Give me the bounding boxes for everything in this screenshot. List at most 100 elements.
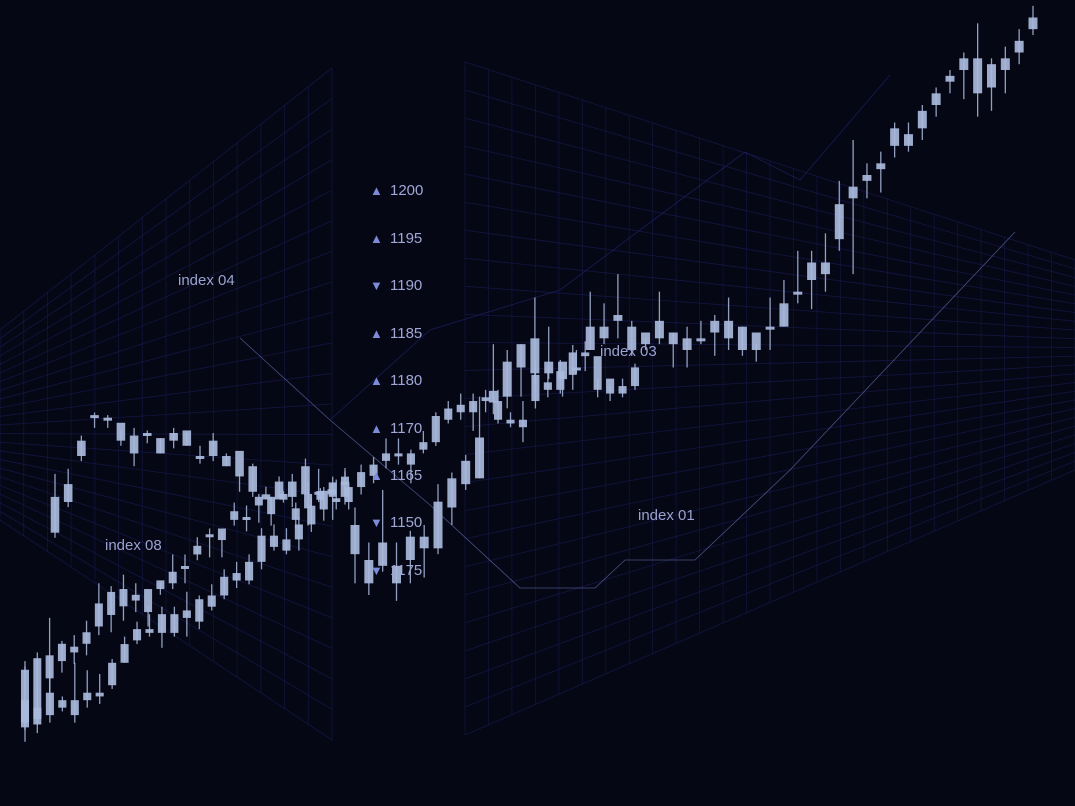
grid-line [0, 128, 333, 348]
candle-body [103, 417, 113, 421]
grid-line [464, 399, 1075, 512]
candle-body [57, 643, 66, 662]
grid-line [0, 511, 333, 710]
ticker-value: 1180 [390, 372, 423, 389]
grid-line [464, 460, 1075, 708]
candle-body [282, 539, 291, 551]
candle-body [469, 401, 478, 413]
candle-body [274, 481, 284, 500]
candle-body [132, 629, 142, 641]
series-label-index-01: index 01 [638, 507, 695, 524]
candle-body [585, 326, 595, 350]
candle-body [63, 484, 73, 502]
grid-line [464, 443, 1075, 652]
candle-body [195, 456, 205, 459]
grid-line [0, 281, 333, 391]
candle-body [314, 491, 323, 495]
ticker-row: ▲ 1185 [370, 324, 422, 344]
candle-body [232, 573, 241, 581]
candle-body [618, 386, 627, 394]
candle-body [518, 419, 528, 428]
candle-body [820, 262, 830, 275]
grid-line [0, 373, 333, 417]
grid-line [464, 417, 1075, 568]
ticker-value: 1185 [390, 325, 423, 342]
candle-body [1028, 17, 1038, 30]
candle-body [456, 404, 465, 413]
candle-body [144, 589, 153, 613]
candle-body [630, 367, 640, 387]
candle-body [392, 565, 402, 584]
candle-body [205, 534, 214, 538]
candle-body [581, 352, 590, 357]
candle-body [182, 430, 192, 446]
candle-body [70, 646, 79, 653]
candle-body [129, 435, 139, 454]
candle-body [307, 505, 316, 525]
candle-body [502, 361, 512, 397]
candle-body [862, 175, 872, 181]
grid-line [0, 98, 333, 339]
series-label-index-03: index 03 [600, 343, 657, 360]
candle-body [613, 315, 623, 321]
candle-body [973, 58, 983, 94]
grid-line [0, 250, 333, 383]
candle-body [58, 700, 67, 708]
candle-body [142, 433, 152, 436]
candle-body [431, 416, 440, 443]
candle-body [475, 437, 485, 479]
grid-line [0, 433, 333, 435]
candle-body [83, 692, 92, 701]
candle-body [599, 326, 609, 339]
candle-body [207, 595, 216, 607]
ticker-row: ▲ 1165 [370, 466, 422, 486]
candle-body [848, 186, 858, 199]
candle-body [168, 571, 177, 584]
candle-body [230, 511, 239, 520]
candle-body [235, 450, 244, 477]
candle-body [248, 466, 258, 492]
candle-body [779, 303, 789, 327]
ticker-row: ▲ 1195 [370, 229, 422, 249]
grid-line [0, 342, 333, 409]
candle-body [444, 408, 453, 420]
ticker-value: 1150 [390, 514, 423, 531]
candle-body [381, 453, 391, 461]
candle-body [257, 535, 266, 562]
candle-body [291, 508, 300, 520]
grid-line [464, 434, 1075, 624]
candle-body [319, 490, 328, 510]
candle-body [959, 58, 969, 70]
candle-body [419, 442, 428, 450]
candle-body [834, 204, 844, 240]
triangle-up-icon: ▲ [370, 231, 383, 246]
candle-body [593, 356, 602, 390]
ticker-row: ▲ 1180 [370, 371, 422, 391]
triangle-up-icon: ▲ [370, 468, 383, 483]
candle-body [931, 93, 941, 105]
candle-body [269, 535, 279, 547]
grid-line [464, 452, 1075, 680]
candle-body [378, 542, 388, 566]
candle-body [344, 487, 353, 502]
grid-line [464, 390, 1075, 484]
candle-body [627, 326, 637, 350]
grid-line [464, 173, 1075, 296]
candle-body [195, 599, 204, 622]
candle-body [245, 561, 254, 581]
candle-body [261, 494, 271, 500]
candle-body [544, 361, 554, 374]
candle-body [668, 332, 678, 345]
candle-body [433, 501, 443, 549]
candle-body [242, 516, 251, 520]
candle-body [50, 496, 60, 533]
candle-body [287, 481, 297, 497]
candle-body [710, 320, 720, 333]
candle-body [641, 332, 651, 345]
candle-body [301, 466, 310, 495]
triangle-up-icon: ▲ [370, 421, 383, 436]
candle-body [90, 415, 99, 419]
candle-body [254, 496, 263, 506]
candle-body [33, 707, 42, 719]
grid-line [464, 229, 1075, 313]
